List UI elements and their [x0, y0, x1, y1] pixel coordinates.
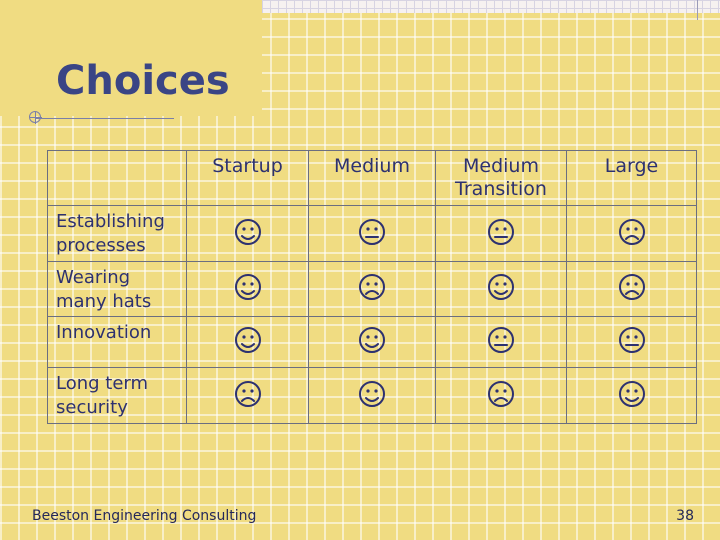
table-cell: [566, 367, 697, 424]
table-cell: [308, 205, 436, 262]
title-background: [0, 0, 262, 116]
smile-icon: [233, 325, 263, 355]
table-row: Establishing processes: [47, 205, 697, 262]
table-cell: [308, 261, 436, 317]
smile-icon: [233, 272, 263, 302]
table-cell: [435, 261, 567, 317]
table-cell: [308, 316, 436, 368]
table-row: Wearing many hats: [47, 261, 697, 317]
row-label: Wearing many hats: [47, 261, 187, 317]
frown-icon: [617, 217, 647, 247]
table-cell: [186, 205, 309, 262]
table-cell: [566, 205, 697, 262]
smile-icon: [486, 272, 516, 302]
table-row: Long term security: [47, 367, 697, 424]
table-cell: [435, 316, 567, 368]
frown-icon: [617, 272, 647, 302]
row-label: Innovation: [47, 316, 187, 368]
table-cell: [435, 205, 567, 262]
smile-icon: [357, 325, 387, 355]
column-header-large: Large: [566, 150, 697, 206]
smile-icon: [617, 379, 647, 409]
table-cell: [186, 367, 309, 424]
row-label: Long term security: [47, 367, 187, 424]
footer-company: Beeston Engineering Consulting: [32, 508, 257, 524]
table-cell: [566, 261, 697, 317]
smile-icon: [357, 379, 387, 409]
table-cell: [566, 316, 697, 368]
frown-icon: [486, 379, 516, 409]
frown-icon: [233, 379, 263, 409]
column-header-startup: Startup: [186, 150, 309, 206]
table-row: Innovation: [47, 316, 697, 368]
neutral-icon: [486, 325, 516, 355]
table-cell: [186, 261, 309, 317]
decorative-rule: [697, 0, 698, 20]
column-header-corner: [47, 150, 187, 206]
neutral-icon: [617, 325, 647, 355]
page-number: 38: [676, 508, 694, 524]
neutral-icon: [357, 217, 387, 247]
neutral-icon: [486, 217, 516, 247]
title-underline: [36, 118, 174, 119]
choices-table: Startup Medium Medium Transition Large E…: [47, 150, 697, 424]
crosshair-icon: [30, 112, 42, 124]
slide-title: Choices: [56, 58, 230, 104]
column-header-medium: Medium: [308, 150, 436, 206]
smile-icon: [233, 217, 263, 247]
row-label: Establishing processes: [47, 205, 187, 262]
table-cell: [435, 367, 567, 424]
column-header-medium-transition: Medium Transition: [435, 150, 567, 206]
top-decoration-strip: [262, 0, 720, 13]
header-row: Startup Medium Medium Transition Large: [47, 150, 697, 206]
frown-icon: [357, 272, 387, 302]
table-cell: [186, 316, 309, 368]
table-cell: [308, 367, 436, 424]
